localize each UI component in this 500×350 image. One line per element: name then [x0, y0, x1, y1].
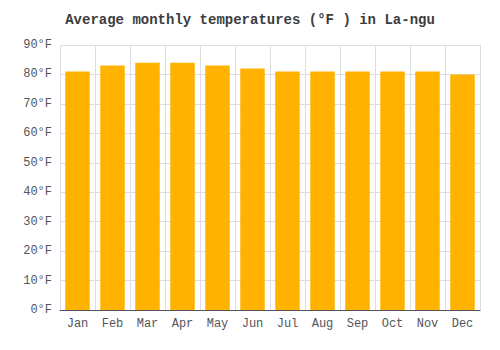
svg-text:20°F: 20°F: [23, 244, 52, 258]
svg-text:Jun: Jun: [242, 317, 264, 331]
svg-text:Jul: Jul: [277, 317, 299, 331]
svg-text:90°F: 90°F: [23, 38, 52, 52]
svg-text:40°F: 40°F: [23, 185, 52, 199]
svg-text:30°F: 30°F: [23, 215, 52, 229]
svg-text:Nov: Nov: [417, 317, 439, 331]
svg-text:Mar: Mar: [137, 317, 159, 331]
svg-text:10°F: 10°F: [23, 274, 52, 288]
svg-text:80°F: 80°F: [23, 67, 52, 81]
svg-text:70°F: 70°F: [23, 97, 52, 111]
svg-text:Jan: Jan: [67, 317, 89, 331]
svg-text:Apr: Apr: [172, 317, 194, 331]
svg-text:50°F: 50°F: [23, 156, 52, 170]
svg-text:Sep: Sep: [347, 317, 369, 331]
svg-text:60°F: 60°F: [23, 126, 52, 140]
svg-text:Aug: Aug: [312, 317, 334, 331]
svg-text:0°F: 0°F: [30, 303, 52, 317]
svg-text:May: May: [207, 317, 229, 331]
svg-text:Feb: Feb: [102, 317, 124, 331]
svg-text:Average monthly temperatures (: Average monthly temperatures (°F ) in La…: [65, 12, 435, 28]
svg-text:Dec: Dec: [452, 317, 474, 331]
svg-text:Oct: Oct: [382, 317, 404, 331]
